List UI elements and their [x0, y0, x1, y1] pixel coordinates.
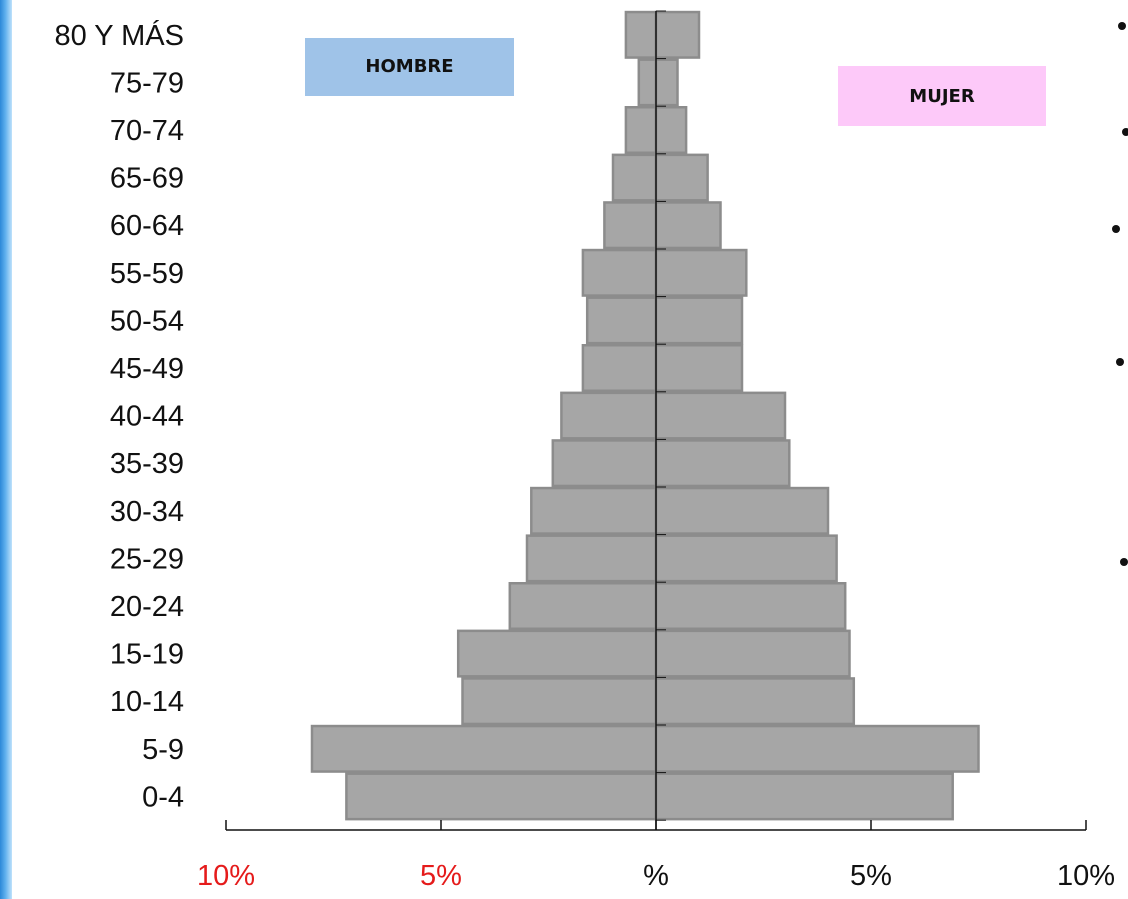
age-group-label: 40-44 [110, 401, 184, 433]
bar-hombre [525, 534, 658, 583]
x-tick-label: 5% [420, 860, 462, 892]
x-tick-label: 5% [850, 860, 892, 892]
bar-hombre [530, 486, 658, 535]
age-group-label: 55-59 [110, 258, 184, 290]
x-tick-labels-group: 10% 5%% 5% 10% [197, 860, 1115, 892]
bar-mujer [654, 439, 791, 488]
legend-hombre: HOMBRE [305, 38, 514, 96]
bar-mujer [654, 534, 838, 583]
age-group-label: 35-39 [110, 448, 184, 480]
age-group-label: 65-69 [110, 163, 184, 195]
bar-hombre [508, 582, 658, 630]
bar-mujer [654, 296, 744, 345]
age-group-label: 80 Y MÁS [54, 19, 184, 52]
bar-mujer [654, 724, 980, 773]
bar-mujer [654, 106, 688, 154]
age-group-label: 50-54 [110, 305, 184, 337]
age-group-label: 0-4 [142, 781, 184, 813]
bullet-dot [1116, 358, 1124, 366]
bar-hombre [551, 439, 658, 488]
bullet-dot [1112, 225, 1120, 233]
bar-mujer [654, 677, 856, 726]
bar-mujer [654, 391, 787, 440]
bullet-dot [1118, 22, 1126, 30]
x-tick-label: 10% [197, 860, 255, 892]
bars-group [310, 10, 980, 821]
blue-edge-decoration [0, 0, 12, 899]
bar-hombre [456, 629, 658, 678]
legend-mujer-label: MUJER [909, 85, 975, 107]
legend-mujer: MUJER [838, 66, 1046, 126]
bar-hombre [345, 772, 658, 821]
bar-mujer [654, 344, 744, 392]
bar-hombre [560, 391, 658, 440]
bar-hombre [624, 106, 658, 154]
bar-mujer [654, 582, 847, 630]
x-tick-label: % [643, 860, 669, 892]
age-group-label: 20-24 [110, 591, 184, 623]
age-group-label: 5-9 [142, 734, 184, 766]
bar-hombre [637, 58, 658, 107]
bar-hombre [611, 153, 658, 202]
bullet-dot [1120, 558, 1128, 566]
age-group-label: 25-29 [110, 543, 184, 575]
age-group-label: 30-34 [110, 496, 184, 528]
age-group-label: 75-79 [110, 67, 184, 99]
bar-hombre [581, 344, 658, 392]
bar-hombre [461, 677, 658, 726]
age-group-label: 60-64 [110, 210, 184, 242]
bar-hombre [624, 10, 658, 59]
age-group-label: 15-19 [110, 639, 184, 671]
bullet-dot [1122, 128, 1128, 136]
age-group-label: 70-74 [110, 115, 184, 147]
bar-mujer [654, 201, 722, 250]
bar-mujer [654, 248, 748, 297]
age-labels-group: 80 Y MÁS 75-79 70-74 65-69 60-64 55-59 50-54 45… [54, 19, 184, 814]
x-tick-label: 10% [1057, 860, 1115, 892]
bar-mujer [654, 772, 954, 821]
bar-mujer [654, 153, 709, 202]
bar-hombre [310, 724, 658, 773]
bar-mujer [654, 58, 679, 107]
legend-hombre-label: HOMBRE [365, 56, 454, 77]
age-group-label: 10-14 [110, 686, 184, 718]
age-group-label: 45-49 [110, 353, 184, 385]
bar-mujer [654, 10, 701, 59]
bar-mujer [654, 629, 851, 678]
bar-mujer [654, 486, 830, 535]
bar-hombre [581, 248, 658, 297]
bar-hombre [585, 296, 658, 345]
bar-hombre [603, 201, 658, 250]
axes-group [225, 10, 1087, 831]
